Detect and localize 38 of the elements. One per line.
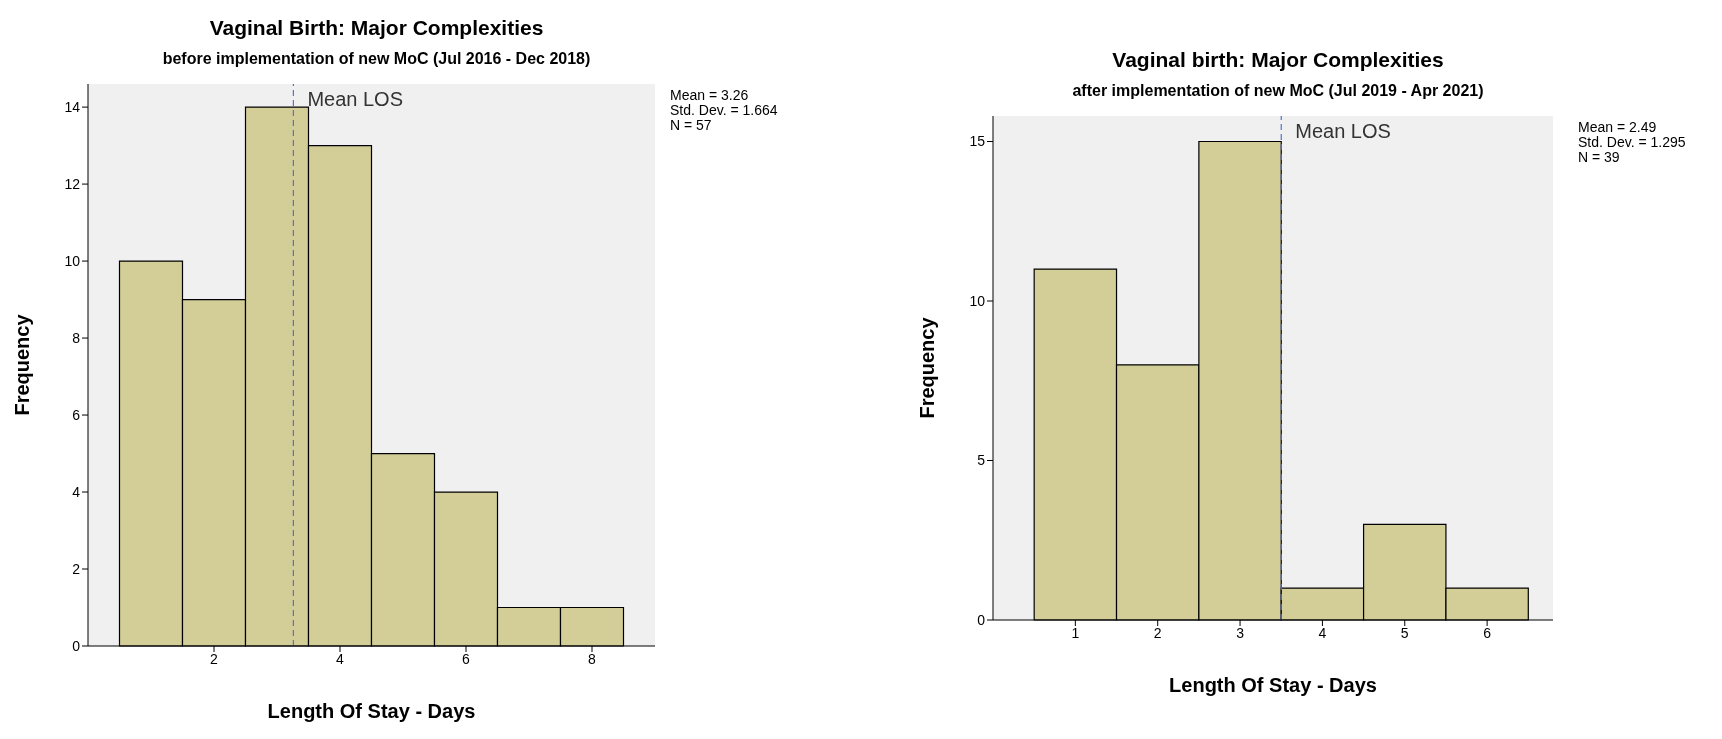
y-tick-label: 10 xyxy=(969,292,986,309)
chart-title: Vaginal birth: Major Complexities xyxy=(1111,48,1445,72)
y-tick-label: 15 xyxy=(969,133,986,150)
ref-line-label: Mean LOS xyxy=(307,88,403,110)
y-axis-title: Frequency xyxy=(916,316,939,419)
text: Mean = 2.49 xyxy=(1578,119,1658,135)
y-axis-title: Frequency xyxy=(11,313,34,416)
chart-subtitle: before implementation of new MoC (Jul 2016 - Dec 2018) xyxy=(161,50,592,68)
y-tick-label: 14 xyxy=(64,99,81,116)
text: N = 39 xyxy=(1578,149,1621,165)
text: Mean = 3.26 xyxy=(670,87,750,103)
x-tick-label: 8 xyxy=(588,650,597,667)
x-axis-title: Length Of Stay - Days xyxy=(267,700,476,722)
y-tick-label: 0 xyxy=(72,637,81,654)
ref-line-label: Mean LOS xyxy=(1295,120,1391,142)
y-tick-label: 10 xyxy=(64,253,81,270)
y-tick-label: 5 xyxy=(977,452,986,469)
chart-subtitle: after implementation of new MoC (Jul 2019 - Apr 2021) xyxy=(1071,82,1485,100)
chart-title: Vaginal Birth: Major Complexities xyxy=(208,16,545,40)
y-tick-label: 8 xyxy=(72,330,81,347)
text: Std. Dev. = 1.664 xyxy=(670,102,778,118)
x-tick-label: 2 xyxy=(1153,624,1162,641)
x-tick-label: 5 xyxy=(1400,624,1409,641)
x-tick-label: 1 xyxy=(1071,624,1080,641)
x-tick-label: 6 xyxy=(1483,624,1492,641)
x-axis-title: Length Of Stay - Days xyxy=(1169,674,1377,696)
y-tick-label: 0 xyxy=(977,611,986,628)
x-tick-label: 2 xyxy=(210,650,219,667)
y-tick-label: 2 xyxy=(72,560,81,577)
y-tick-label: 4 xyxy=(72,484,81,500)
x-tick-label: 6 xyxy=(462,650,471,667)
y-tick-label: 12 xyxy=(64,176,81,193)
x-tick-label: 4 xyxy=(336,650,345,667)
text: N = 57 xyxy=(670,117,713,133)
x-tick-label: 4 xyxy=(1318,624,1327,641)
x-tick-label: 3 xyxy=(1236,624,1245,641)
y-tick-label: 6 xyxy=(72,407,81,424)
text: Std. Dev. = 1.295 xyxy=(1578,134,1686,150)
